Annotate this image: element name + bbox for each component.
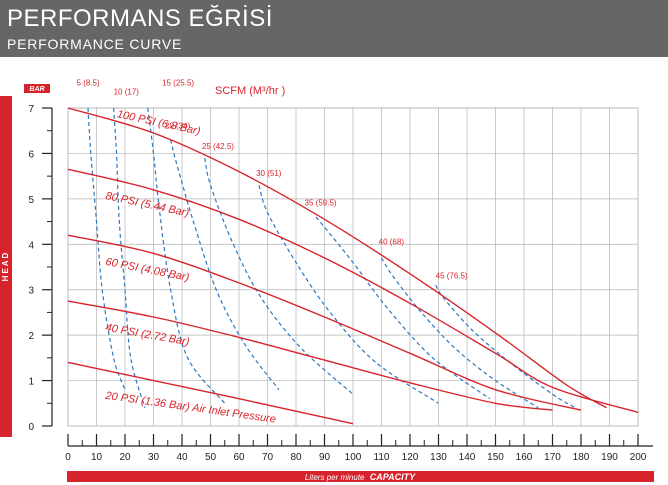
scfm-curve-label: 5 (8.5)	[77, 78, 100, 87]
x-tick-label: 50	[205, 452, 217, 463]
x-tick-label: 90	[319, 452, 331, 463]
y-tick-label: 7	[28, 104, 34, 115]
y-unit-label: BAR	[29, 86, 44, 93]
x-tick-label: 180	[573, 452, 590, 463]
psi-curve	[67, 107, 607, 409]
scfm-curve	[170, 139, 280, 391]
psi-curve	[67, 300, 553, 411]
scfm-curve	[87, 107, 126, 390]
scfm-curve-label: 10 (17)	[114, 87, 140, 96]
scfm-curve	[258, 185, 439, 404]
x-tick-label: 100	[345, 452, 362, 463]
scfm-curve-label: 40 (68)	[379, 237, 405, 246]
axes: 0 10 20 30 40 50 60 70 80 90 100 110 120 130 140 150 160…	[28, 104, 653, 463]
x-tick-label: 120	[402, 452, 419, 463]
psi-curve-label: 100 PSI (6.8 Bar)	[116, 108, 202, 137]
head-axis-banner	[0, 96, 12, 437]
page-subtitle: PERFORMANCE CURVE	[7, 36, 183, 52]
bar-unit-tag	[24, 84, 50, 93]
x-tick-label: 190	[601, 452, 618, 463]
x-tick-label: 0	[65, 452, 71, 463]
y-tick-label: 6	[28, 149, 34, 160]
scfm-curve	[113, 107, 146, 408]
y-axis-label: HEAD	[1, 251, 10, 282]
x-axis-label-prefix: Liters per minute	[305, 473, 365, 482]
y-tick-label: 3	[28, 286, 34, 297]
psi-curve	[67, 361, 354, 425]
x-tick-label: 80	[290, 452, 302, 463]
psi-curve-label: 20 PSI (1.36 Bar) Air Inlet Pressure	[104, 390, 277, 426]
x-tick-label: 20	[119, 452, 131, 463]
psi-curve-label: 80 PSI (5.44 Bar)	[104, 190, 190, 219]
header-bar: PERFORMANS EĞRİSİ PERFORMANCE CURVE	[0, 0, 668, 57]
x-tick-label: 140	[459, 452, 476, 463]
scfm-curve	[380, 257, 539, 409]
x-tick-label: 60	[233, 452, 245, 463]
x-tick-label: 10	[91, 452, 103, 463]
psi-curve-label: 60 PSI (4.08 Bar)	[104, 256, 190, 284]
scfm-curve-label: 45 (76.5)	[436, 271, 468, 280]
scfm-curve-label: 30 (51)	[256, 169, 282, 178]
x-axis-label: Liters per minute CAPACITY	[305, 472, 416, 482]
scfm-curve-label: 35 (59.5)	[305, 199, 337, 208]
psi-curve	[67, 234, 582, 411]
scfm-curve-label: 20 (34)	[165, 121, 191, 130]
scfm-curves: 5 (8.5) 10 (17) 15 (25.5) 20 (34) 25 (42.5) 3…	[77, 78, 576, 409]
y-tick-label: 2	[28, 331, 34, 342]
y-tick-label: 1	[28, 377, 34, 388]
scfm-curve	[147, 107, 226, 404]
x-tick-label: 70	[262, 452, 274, 463]
x-tick-label: 200	[630, 452, 647, 463]
y-tick-label: 4	[28, 240, 34, 251]
x-tick-label: 30	[148, 452, 160, 463]
capacity-axis-banner	[67, 471, 654, 482]
scfm-title: SCFM (M³/hr )	[215, 85, 285, 97]
y-tick-label: 0	[28, 422, 34, 433]
plot-frame	[67, 107, 639, 427]
x-tick-label: 130	[430, 452, 447, 463]
x-tick-label: 110	[374, 452, 390, 463]
scfm-curve-label: 25 (42.5)	[202, 142, 234, 151]
x-tick-label: 40	[176, 452, 188, 463]
x-axis-label-bold: CAPACITY	[370, 472, 416, 482]
grid	[67, 107, 639, 427]
x-tick-label: 170	[544, 452, 561, 463]
scfm-curve	[435, 284, 576, 409]
scfm-curve-label: 15 (25.5)	[162, 78, 194, 87]
x-tick-label: 160	[516, 452, 533, 463]
page-title: PERFORMANS EĞRİSİ	[7, 5, 273, 32]
x-tick-label: 150	[487, 452, 504, 463]
y-tick-label: 5	[28, 195, 34, 206]
psi-curve	[67, 168, 639, 414]
scfm-curve	[315, 216, 491, 400]
